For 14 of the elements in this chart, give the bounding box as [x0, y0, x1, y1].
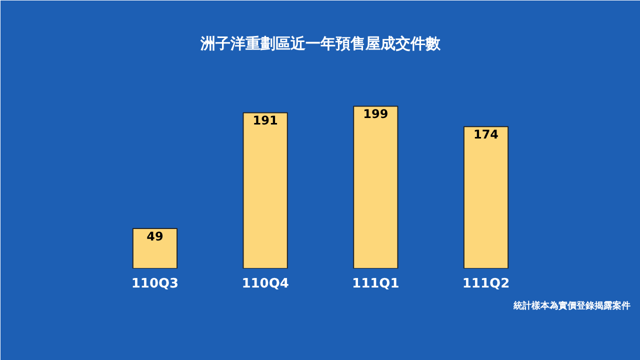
text: 統計樣本為實價登錄揭露案件: [512, 300, 630, 312]
bar: [463, 126, 509, 268]
x-tick-label: 110Q3: [131, 276, 179, 292]
x-tick-label: 111Q2: [462, 276, 510, 292]
bar: [132, 228, 178, 268]
data-label: 49: [146, 230, 164, 244]
data-label: 174: [473, 128, 499, 142]
chart-title: 洲子洋重劃區近一年預售屋成交件數: [200, 34, 442, 52]
x-tick-label: 111Q1: [352, 276, 400, 292]
x-tick-label: 110Q4: [242, 276, 289, 292]
bar: [242, 112, 288, 268]
bar: [353, 106, 398, 268]
data-label: 199: [363, 107, 388, 122]
data-label: 191: [252, 114, 278, 128]
